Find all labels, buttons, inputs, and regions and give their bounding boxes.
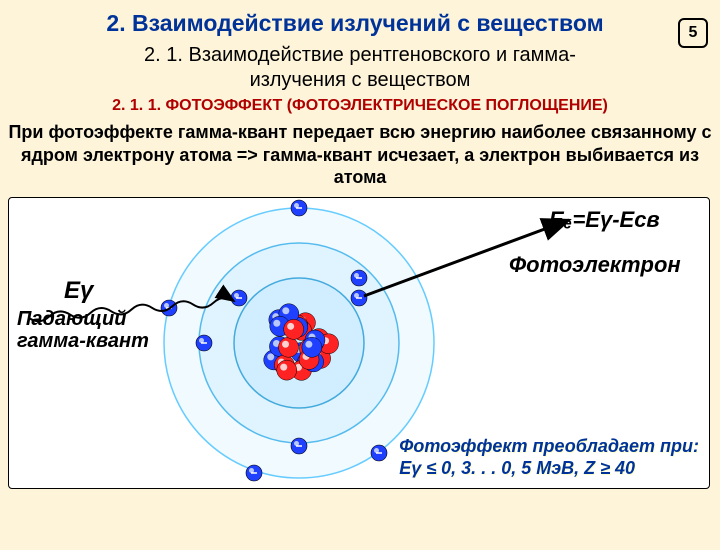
label-incident-gamma: Падающийгамма-квант xyxy=(17,308,149,352)
subtitle: 2. 1. Взаимодействие рентгеновского и га… xyxy=(40,43,680,93)
label-photoelectron: Фотоэлектрон xyxy=(509,253,681,277)
page-number: 5 xyxy=(678,18,708,48)
section-title: 2. 1. 1. ФОТОЭФФЕКТ (ФОТОЭЛЕКТРИЧЕСКОЕ П… xyxy=(10,97,710,115)
label-energy-formula: Eₑ=Eγ-Eсв xyxy=(549,208,660,232)
label-e-gamma: Eγ xyxy=(64,278,93,304)
title: 2. Взаимодействие излучений с веществом xyxy=(30,10,680,37)
condition-note: Фотоэффект преобладает при:Eγ ≤ 0, 3. . … xyxy=(399,436,699,479)
photoeffect-diagram: Eγ Падающийгамма-квант Eₑ=Eγ-Eсв Фотоэле… xyxy=(8,197,710,489)
description-paragraph: При фотоэффекте гамма-квант передает всю… xyxy=(8,121,712,189)
